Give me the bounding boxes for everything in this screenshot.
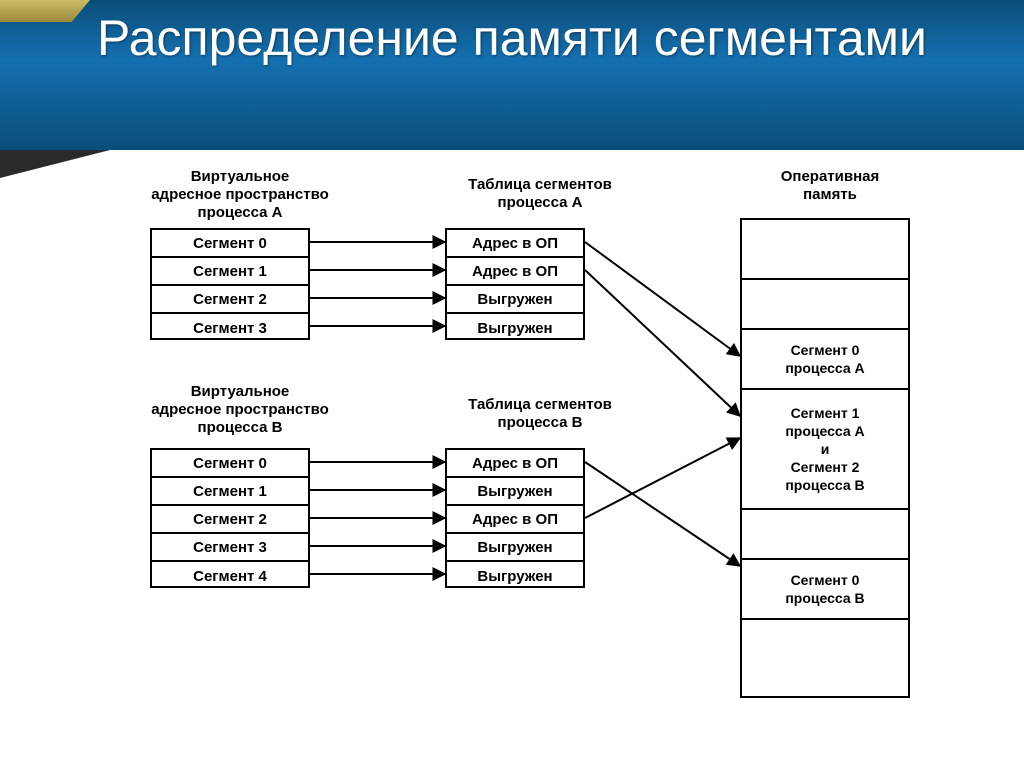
table-cell: Сегмент 0 — [152, 450, 308, 478]
vasA-table: Сегмент 0Сегмент 1Сегмент 2Сегмент 3 — [150, 228, 310, 340]
segA-table: Адрес в ОПАдрес в ОПВыгруженВыгружен — [445, 228, 585, 340]
table-cell: Выгружен — [447, 478, 583, 506]
table-cell: Выгружен — [447, 314, 583, 342]
memory-cell — [742, 510, 908, 560]
table-cell: Сегмент 4 — [152, 562, 308, 590]
table-cell: Сегмент 3 — [152, 314, 308, 342]
table-cell: Выгружен — [447, 534, 583, 562]
memory-cell: Сегмент 1процесса AиСегмент 2процесса B — [742, 390, 908, 510]
table-cell: Выгружен — [447, 286, 583, 314]
table-cell: Сегмент 1 — [152, 478, 308, 506]
memory-cell — [742, 280, 908, 330]
diagram-area: Виртуальноеадресное пространствопроцесса… — [0, 158, 1024, 767]
arrow — [585, 270, 740, 416]
table-cell: Адрес в ОП — [447, 450, 583, 478]
vasB-table: Сегмент 0Сегмент 1Сегмент 2Сегмент 3Сегм… — [150, 448, 310, 588]
table-cell: Адрес в ОП — [447, 258, 583, 286]
table-cell: Сегмент 2 — [152, 506, 308, 534]
segB-title: Таблица сегментовпроцесса B — [430, 396, 650, 432]
table-cell: Сегмент 2 — [152, 286, 308, 314]
arrow — [585, 438, 740, 518]
table-cell: Адрес в ОП — [447, 230, 583, 258]
table-cell: Адрес в ОП — [447, 506, 583, 534]
vasA-title: Виртуальноеадресное пространствопроцесса… — [130, 168, 350, 222]
vasB-title: Виртуальноеадресное пространствопроцесса… — [130, 383, 350, 437]
arrow — [585, 462, 740, 566]
memory-cell: Сегмент 0процесса B — [742, 560, 908, 620]
memory-cell: Сегмент 0процесса A — [742, 330, 908, 390]
memory-column: Сегмент 0процесса AСегмент 1процесса AиС… — [740, 218, 910, 698]
table-cell: Сегмент 0 — [152, 230, 308, 258]
arrow — [585, 242, 740, 356]
slide-title: Распределение памяти сегментами — [0, 8, 1024, 68]
table-cell: Выгружен — [447, 562, 583, 590]
table-cell: Сегмент 1 — [152, 258, 308, 286]
mem-title: Оперативнаяпамять — [720, 168, 940, 204]
segA-title: Таблица сегментовпроцесса A — [430, 176, 650, 212]
memory-cell — [742, 220, 908, 280]
memory-cell — [742, 620, 908, 700]
segB-table: Адрес в ОПВыгруженАдрес в ОПВыгруженВыгр… — [445, 448, 585, 588]
table-cell: Сегмент 3 — [152, 534, 308, 562]
